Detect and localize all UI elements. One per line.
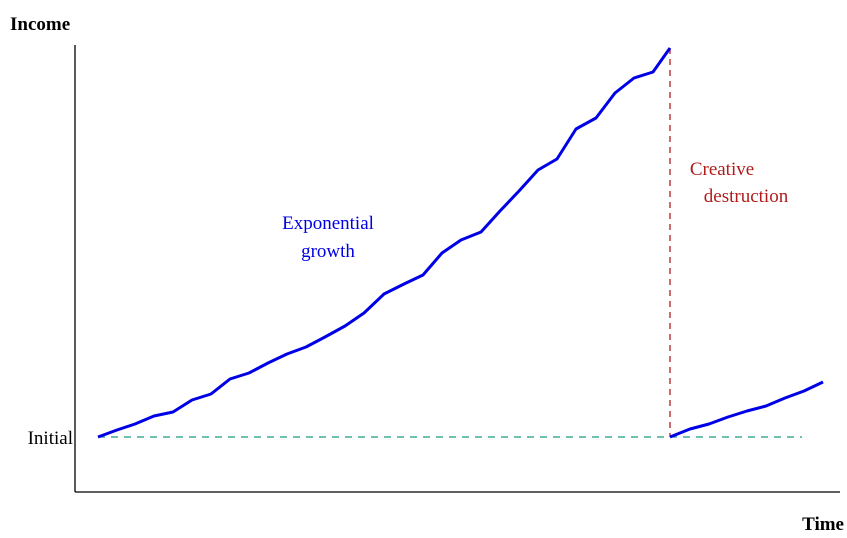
y-axis-label: Income xyxy=(10,14,70,35)
annotation: Creative xyxy=(690,159,754,180)
x-axis-label: Time xyxy=(802,514,844,533)
annotation: growth xyxy=(301,241,355,262)
annotation: destruction xyxy=(704,186,789,207)
line-series xyxy=(97,47,824,439)
annotation: Exponential xyxy=(282,213,374,234)
y-tick-label: Initial xyxy=(28,428,73,449)
